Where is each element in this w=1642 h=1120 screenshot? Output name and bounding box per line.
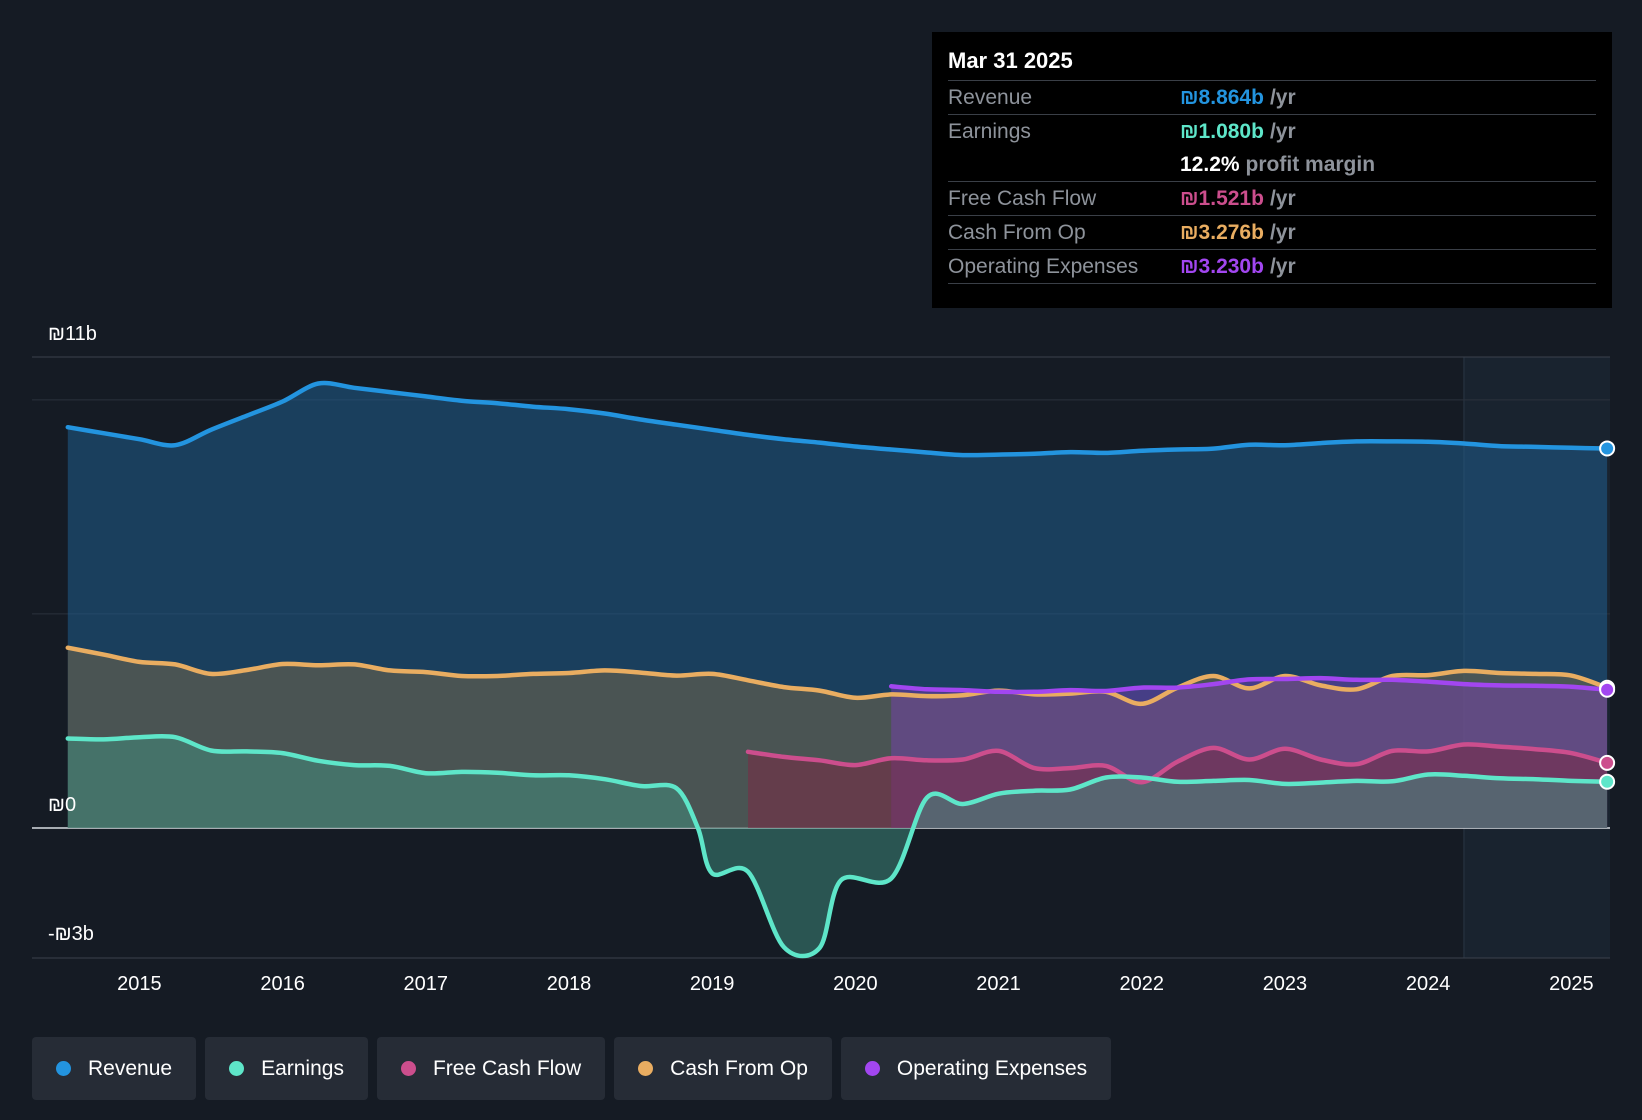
tooltip-label: Operating Expenses bbox=[948, 255, 1139, 278]
x-tick-label: 2018 bbox=[547, 973, 592, 995]
series-lines bbox=[65, 380, 1610, 959]
tooltip-unit: /yr bbox=[1269, 86, 1296, 109]
tooltip-value: ₪3.276b bbox=[1180, 221, 1264, 244]
tooltip-label bbox=[948, 148, 1180, 181]
x-tick-label: 2022 bbox=[1120, 973, 1165, 995]
tooltip-date: Mar 31 2025 bbox=[948, 46, 1596, 81]
legend-label: Earnings bbox=[261, 1056, 344, 1080]
tooltip-row-margin: 12.2% profit margin bbox=[948, 148, 1596, 182]
legend-item-operating-expenses[interactable]: Operating Expenses bbox=[840, 1037, 1112, 1100]
legend-dot-icon bbox=[229, 1061, 245, 1076]
tooltip-row-opex: Operating Expenses ₪3.230b /yr bbox=[948, 250, 1596, 284]
end-marker-opex bbox=[1599, 681, 1616, 698]
line-opex bbox=[888, 675, 1610, 695]
legend: Revenue Earnings Free Cash Flow Cash Fro… bbox=[32, 1037, 1112, 1100]
tooltip-row-fcf: Free Cash Flow ₪1.521b /yr bbox=[948, 182, 1596, 216]
tooltip-unit: /yr bbox=[1269, 120, 1296, 143]
legend-dot-icon bbox=[638, 1061, 654, 1076]
x-tick-label: 2016 bbox=[260, 973, 305, 995]
y-tick-zero: ₪0 bbox=[48, 794, 76, 816]
tooltip-label: Free Cash Flow bbox=[948, 187, 1097, 210]
y-tick-bottom: -₪3b bbox=[48, 923, 94, 945]
tooltip-label: Cash From Op bbox=[948, 221, 1086, 244]
tooltip-panel: Mar 31 2025 Revenue ₪8.864b /yr Earnings… bbox=[932, 32, 1612, 308]
tooltip-unit: /yr bbox=[1269, 255, 1296, 278]
line-revenue bbox=[65, 380, 1610, 458]
x-tick-label: 2021 bbox=[976, 973, 1021, 995]
legend-item-cash-from-op[interactable]: Cash From Op bbox=[614, 1037, 832, 1100]
tooltip-value: ₪8.864b bbox=[1180, 86, 1264, 109]
end-marker-fcf bbox=[1599, 754, 1616, 771]
line-earnings bbox=[65, 733, 1610, 959]
tooltip-row-earnings: Earnings ₪1.080b /yr bbox=[948, 115, 1596, 148]
series-areas bbox=[67, 382, 1608, 957]
legend-dot-icon bbox=[56, 1061, 71, 1076]
tooltip-unit: /yr bbox=[1269, 221, 1296, 244]
legend-item-earnings[interactable]: Earnings bbox=[205, 1037, 368, 1100]
x-tick-label: 2025 bbox=[1549, 973, 1594, 995]
tooltip-label: Revenue bbox=[948, 86, 1033, 109]
x-tick-label: 2020 bbox=[833, 973, 878, 995]
area-earnings bbox=[67, 736, 1608, 957]
y-tick-top: ₪11b bbox=[48, 323, 97, 345]
x-tick-label: 2017 bbox=[404, 973, 449, 995]
tooltip-label: Earnings bbox=[948, 120, 1031, 143]
tooltip-unit: profit margin bbox=[1245, 153, 1376, 176]
end-marker-earnings bbox=[1599, 773, 1616, 790]
legend-item-free-cash-flow[interactable]: Free Cash Flow bbox=[376, 1037, 606, 1100]
tooltip-value: ₪1.080b bbox=[1180, 120, 1264, 143]
tooltip-row-cfo: Cash From Op ₪3.276b /yr bbox=[948, 216, 1596, 250]
tooltip-row-revenue: Revenue ₪8.864b /yr bbox=[948, 81, 1596, 115]
line-cfo bbox=[65, 645, 1610, 707]
legend-label: Operating Expenses bbox=[896, 1056, 1088, 1080]
legend-item-revenue[interactable]: Revenue bbox=[32, 1037, 197, 1100]
legend-label: Free Cash Flow bbox=[432, 1056, 582, 1080]
x-tick-label: 2019 bbox=[690, 973, 735, 995]
x-axis-ticks: 2015 2016 2017 2018 2019 2020 2021 2022 2023 2024… bbox=[117, 973, 1593, 995]
x-tick-label: 2015 bbox=[117, 973, 162, 995]
tooltip-value: ₪3.230b bbox=[1180, 255, 1264, 278]
end-marker-revenue bbox=[1599, 440, 1616, 457]
tooltip-value: ₪1.521b bbox=[1180, 187, 1264, 210]
legend-dot-icon bbox=[864, 1061, 880, 1076]
tooltip-unit: /yr bbox=[1269, 187, 1296, 210]
tooltip-value: 12.2% bbox=[1180, 153, 1240, 176]
line-fcf bbox=[745, 742, 1610, 785]
series-end-markers bbox=[1599, 440, 1616, 790]
x-tick-label: 2024 bbox=[1406, 973, 1451, 995]
legend-label: Revenue bbox=[88, 1056, 173, 1080]
x-tick-label: 2023 bbox=[1263, 973, 1308, 995]
legend-dot-icon bbox=[400, 1061, 416, 1076]
legend-label: Cash From Op bbox=[670, 1056, 808, 1080]
